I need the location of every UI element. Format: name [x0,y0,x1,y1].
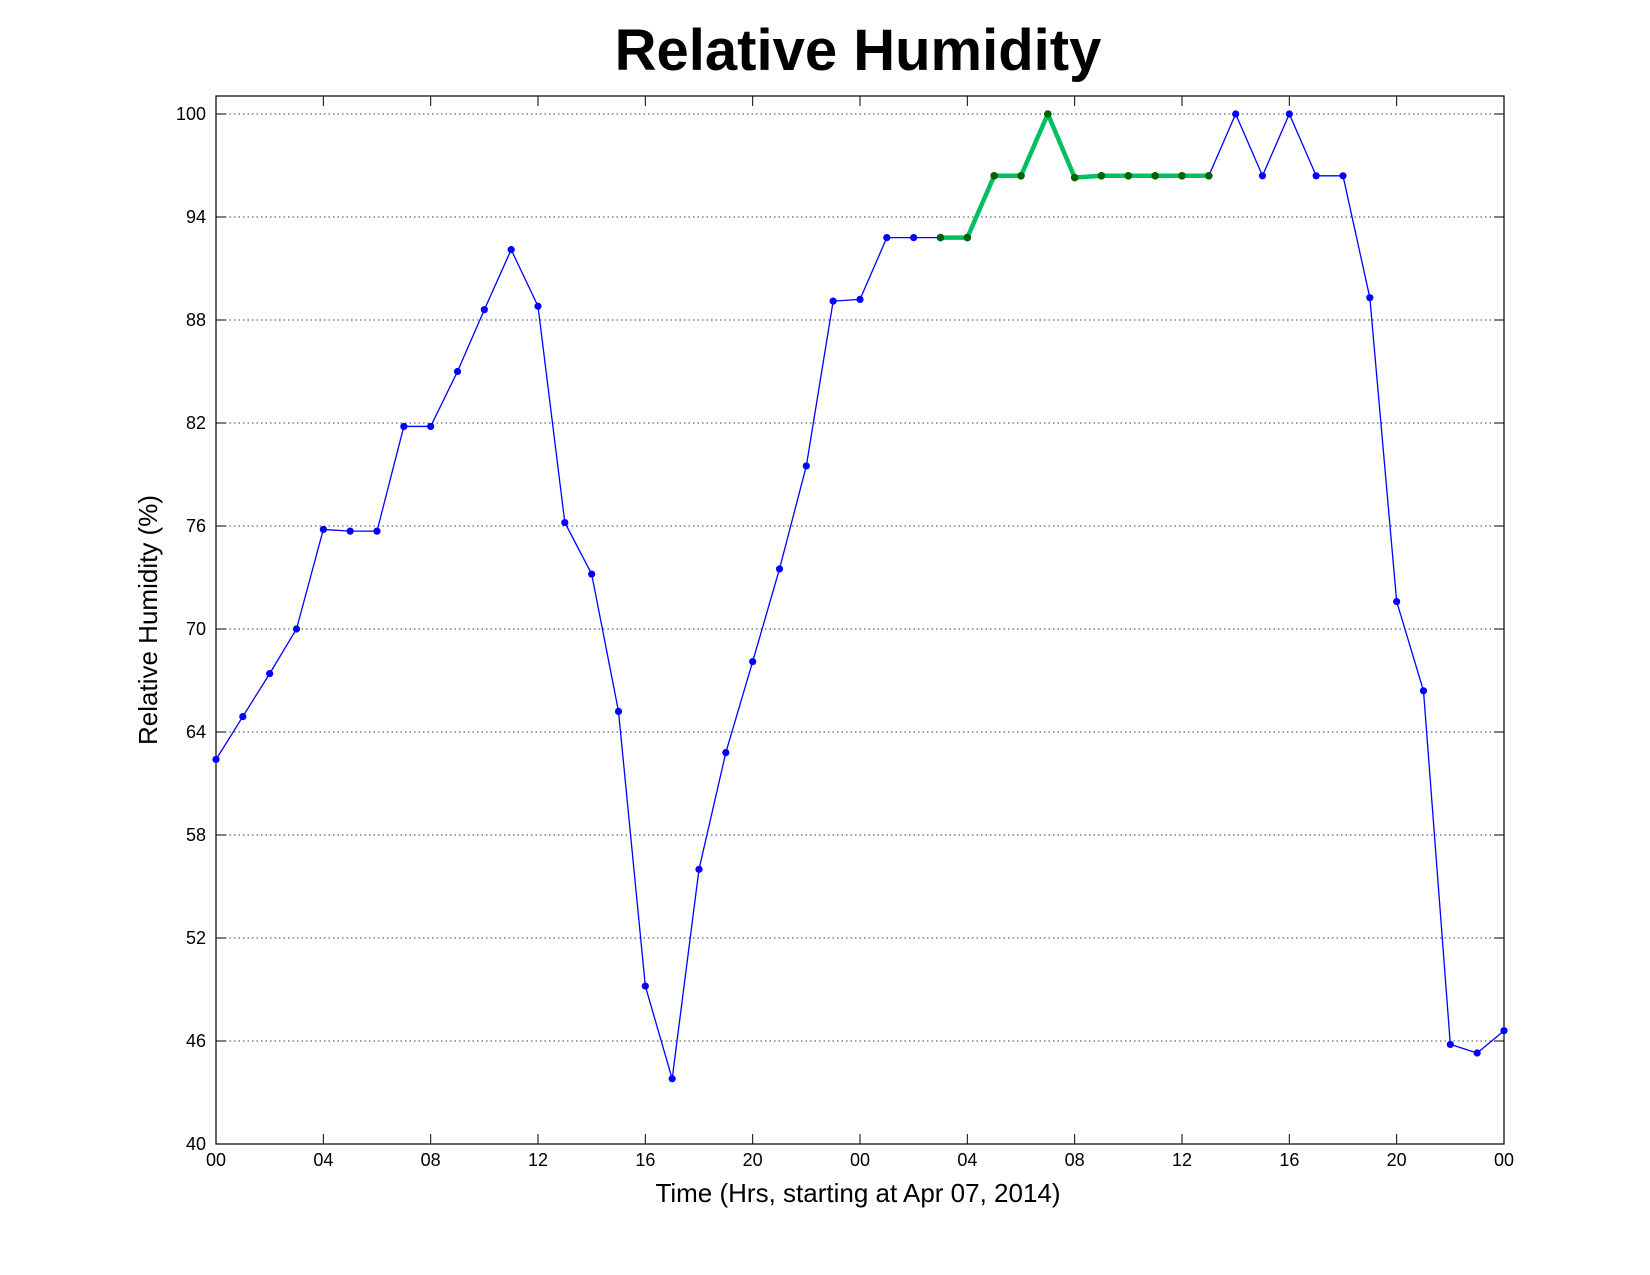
humidity-data-point [1446,1040,1454,1049]
x-tick-label: 16 [635,1150,655,1170]
humidity-data-point [856,295,864,303]
y-tick-label: 58 [186,825,206,845]
highlight-data-point [1097,172,1106,180]
x-tick-label: 00 [206,1150,226,1170]
y-axis-label: Relative Humidity (%) [133,495,163,745]
humidity-data-point [373,527,381,535]
x-tick-label: 16 [1279,1150,1299,1170]
y-tick-label: 94 [186,207,206,227]
x-tick-label: 00 [1494,1150,1514,1170]
highlight-data-point [1017,172,1025,180]
highlight-data-point [1178,172,1186,180]
humidity-data-point [212,755,220,764]
y-tick-label: 46 [186,1031,206,1051]
y-tick-label: 82 [186,413,206,433]
humidity-data-point [695,865,703,873]
humidity-data-point [561,518,569,527]
humidity-data-point [453,367,462,376]
y-tick-labels: 40 46 52 58 64 70 76 82 88 94 100 [176,104,206,1154]
humidity-data-point [883,234,891,242]
y-tick-label: 88 [186,310,206,330]
humidity-data-point [722,749,730,757]
humidity-data-point [480,306,488,314]
humidity-data-point [802,462,810,470]
highlight-data-point [1070,173,1079,182]
y-tick-label: 76 [186,516,206,536]
humidity-data-point [1500,1027,1508,1035]
humidity-data-point [1232,110,1240,118]
humidity-data-point [319,525,327,534]
x-tick-label: 12 [528,1150,548,1170]
humidity-series-line [215,113,1505,1080]
y-tick-label: 70 [186,619,206,639]
gridlines [216,113,1504,1042]
x-tick-label: 04 [313,1150,333,1170]
y-tick-label: 64 [186,722,206,742]
x-axis-label: Time (Hrs, starting at Apr 07, 2014) [655,1178,1060,1208]
x-tick-labels: 00 04 08 12 16 20 00 04 08 12 16 20 00 [206,1150,1514,1170]
axis-ticks [215,96,1505,1145]
y-tick-label: 52 [186,928,206,948]
humidity-data-point [266,670,274,678]
humidity-data-point [239,712,247,721]
humidity-data-point [346,527,354,535]
humidity-data-point [534,302,542,310]
y-tick-label: 100 [176,104,206,124]
highlight-data-point [1151,172,1159,180]
humidity-data-point [829,297,837,305]
series-layer [212,110,1508,1083]
humidity-data-point [1285,110,1293,118]
highlight-data-point [990,172,998,180]
humidity-data-point [292,625,301,633]
highlight-data-point [1124,172,1133,180]
plot-area-frame [215,95,1505,1145]
humidity-data-point [427,422,435,431]
humidity-data-point [614,707,623,716]
humidity-data-point [910,234,918,242]
highlight-data-point [1205,172,1213,180]
x-tick-label: 20 [1387,1150,1407,1170]
x-tick-label: 12 [1172,1150,1192,1170]
humidity-data-point [1366,294,1374,302]
chart-title: Relative Humidity [615,18,1102,83]
humidity-data-point [775,565,784,573]
humidity-data-point [641,982,649,990]
humidity-data-point [1312,172,1320,180]
humidity-data-point [1473,1049,1481,1057]
humidity-data-point [668,1075,676,1083]
highlight-data-point [963,233,972,242]
x-tick-label: 00 [850,1150,870,1170]
humidity-data-point [1419,687,1428,695]
humidity-data-point [1393,597,1401,606]
x-tick-label: 08 [1065,1150,1085,1170]
x-tick-label: 04 [957,1150,977,1170]
humidity-data-point [588,570,596,578]
highlight-data-point [1044,110,1052,118]
x-tick-label: 08 [421,1150,441,1170]
humidity-data-point [1258,172,1267,180]
x-tick-label: 20 [743,1150,763,1170]
humidity-data-point [749,658,757,666]
humidity-data-point [1339,172,1347,180]
humidity-data-point [400,422,408,431]
humidity-data-point [507,246,515,254]
highlight-data-point [936,233,945,242]
y-tick-label: 40 [186,1134,206,1154]
